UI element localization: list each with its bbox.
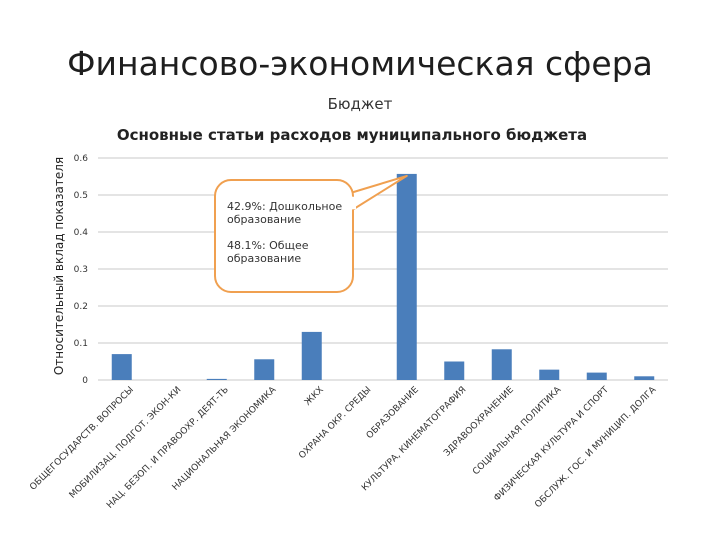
callout-seam xyxy=(346,196,356,210)
y-tick-label: 0.3 xyxy=(74,265,88,275)
y-tick-label: 0.6 xyxy=(74,154,89,164)
callout-text-line: 42.9%: Дошкольное xyxy=(227,200,342,213)
bar-8 xyxy=(491,349,512,380)
y-tick-label: 0.1 xyxy=(74,339,88,349)
grid-lines xyxy=(98,157,668,381)
y-tick-label: 0.5 xyxy=(74,191,88,201)
x-tick-label: ОБЩЕГОСУДАРСТВ. ВОПРОСЫ xyxy=(28,385,136,493)
x-tick-label: СОЦИАЛЬНАЯ ПОЛИТИКА xyxy=(471,384,564,477)
bar-3 xyxy=(254,359,275,380)
slide-subtitle: Бюджет xyxy=(327,95,393,113)
x-tick-label: НАЦИОНАЛЬНАЯ ЭКОНОМИКА xyxy=(171,384,279,492)
y-axis-label: Относительный вклад показателя xyxy=(52,157,66,375)
callout-text-line: 48.1%: Общее xyxy=(227,239,309,252)
chart-title: Основные статьи расходов муниципального … xyxy=(117,126,587,144)
y-tick-labels: 0 0.1 0.2 0.3 0.4 0.5 0.6 xyxy=(74,154,89,386)
y-tick-label: 0.2 xyxy=(74,302,88,312)
bar-10 xyxy=(586,372,607,380)
y-tick-label: 0.4 xyxy=(74,228,89,238)
bar-7 xyxy=(444,361,465,380)
callout-box xyxy=(214,179,354,293)
bar-11 xyxy=(634,376,655,380)
bar-0 xyxy=(111,354,132,380)
slide-title: Финансово-экономическая сфера xyxy=(67,44,653,83)
bar-2 xyxy=(206,378,227,380)
bars xyxy=(111,173,655,380)
bar-9 xyxy=(539,369,560,380)
x-tick-label: КУЛЬТУРА, КИНЕМАТОГРАФИЯ xyxy=(360,385,468,493)
callout-text-line: образование xyxy=(227,252,301,265)
bar-6 xyxy=(396,173,417,380)
x-tick-label: ЖКХ xyxy=(303,385,326,408)
y-tick-label: 0 xyxy=(82,376,88,386)
bar-4 xyxy=(301,331,322,380)
callout-text-line: образование xyxy=(227,213,301,226)
